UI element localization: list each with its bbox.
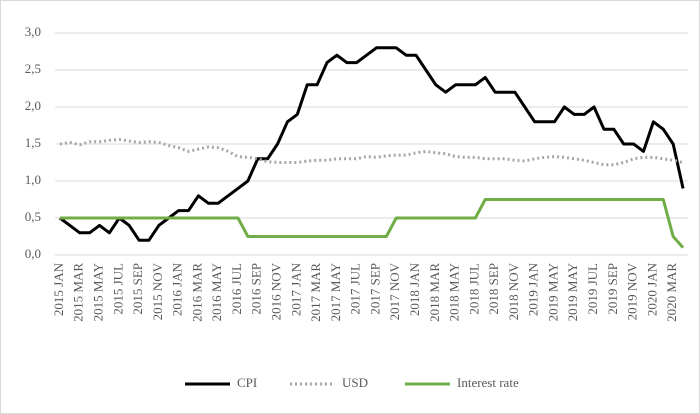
legend-label: CPI: [237, 375, 257, 390]
x-tick-label: 2017 NOV: [387, 262, 402, 320]
x-tick-label: 2018 NOV: [506, 262, 521, 320]
x-tick-label: 2020 JAN: [644, 262, 659, 316]
x-tick-label: 2017 MAR: [308, 263, 323, 322]
x-tick-label: 2016 MAR: [189, 263, 204, 322]
series-line: [59, 46, 685, 242]
x-tick-label: 2015 MAY: [90, 262, 105, 321]
x-tick-label: 2018 JUL: [466, 263, 481, 315]
y-tick-label: 1,0: [25, 172, 41, 187]
x-tick-label: 2017 SEP: [367, 263, 382, 315]
y-tick-label: 0,5: [25, 209, 41, 224]
x-tick-label: 2018 JAN: [407, 262, 422, 316]
x-tick-label: 2016 NOV: [269, 262, 284, 320]
x-tick-label: 2017 JAN: [288, 262, 303, 316]
y-tick-label: 3,0: [25, 24, 41, 39]
y-tick-label: 0,0: [25, 246, 41, 261]
x-tick-label: 2016 JUL: [229, 263, 244, 315]
x-tick-label: 2015 JAN: [51, 262, 66, 316]
x-tick-label: 2015 MAR: [71, 263, 86, 322]
series-line: [59, 198, 685, 249]
x-tick-label: 2019 JAN: [526, 262, 541, 316]
x-tick-label: 2015 JUL: [110, 263, 125, 315]
x-tick-label: 2020 MAR: [664, 263, 679, 322]
legend-label: USD: [342, 375, 368, 390]
x-tick-label: 2015 SEP: [130, 263, 145, 315]
legend-label: Interest rate: [457, 375, 519, 390]
y-tick-label: 2,5: [25, 61, 41, 76]
x-tick-label: 2018 MAR: [427, 263, 442, 322]
x-tick-label: 2016 MAY: [209, 262, 224, 321]
x-tick-label: 2016 SEP: [249, 263, 264, 315]
x-tick-label: 2018 MAY: [447, 262, 462, 321]
y-tick-label: 2,0: [25, 98, 41, 113]
x-tick-label: 2016 JAN: [170, 262, 185, 316]
x-tick-label: 2017 MAY: [328, 262, 343, 321]
x-tick-label: 2015 NOV: [150, 262, 165, 320]
x-tick-label: 2019 NOV: [625, 262, 640, 320]
series-line: [59, 138, 684, 167]
y-tick-label: 1,5: [25, 135, 41, 150]
x-tick-label: 2019 MAY: [565, 262, 580, 321]
x-tick-label: 2019 MAY: [545, 262, 560, 321]
x-tick-label: 2018 SEP: [486, 263, 501, 315]
x-tick-label: 2019 SEP: [605, 263, 620, 315]
x-tick-label: 2019 JUL: [585, 263, 600, 315]
x-tick-label: 2017 JUL: [348, 263, 363, 315]
